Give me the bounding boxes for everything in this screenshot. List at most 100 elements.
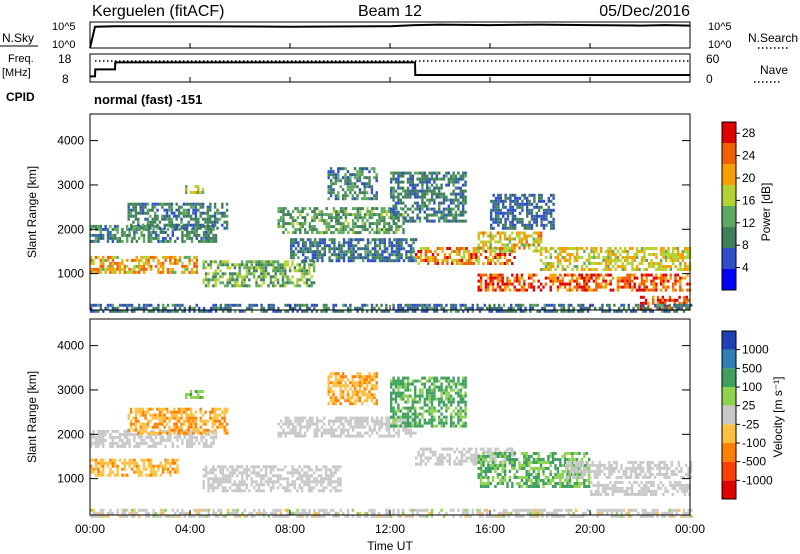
data-cell bbox=[214, 269, 217, 273]
data-cell bbox=[405, 250, 408, 254]
data-cell bbox=[240, 263, 244, 267]
data-cell bbox=[358, 170, 362, 174]
data-cell bbox=[294, 303, 297, 307]
data-cell bbox=[154, 233, 158, 237]
data-cell bbox=[248, 284, 251, 288]
data-cell bbox=[503, 246, 507, 250]
data-cell bbox=[201, 413, 205, 417]
data-cell bbox=[306, 425, 309, 429]
data-cell bbox=[189, 422, 193, 426]
data-cell bbox=[123, 432, 126, 436]
data-cell bbox=[375, 231, 379, 235]
data-cell bbox=[245, 284, 249, 288]
data-cell bbox=[571, 273, 574, 277]
data-cell bbox=[137, 226, 140, 230]
data-cell bbox=[667, 256, 670, 259]
data-cell bbox=[362, 238, 365, 242]
data-cell bbox=[142, 264, 146, 268]
data-cell bbox=[234, 309, 237, 313]
data-cell bbox=[668, 303, 671, 307]
data-cell bbox=[552, 220, 555, 224]
data-cell bbox=[681, 256, 684, 259]
data-cell bbox=[402, 222, 405, 226]
data-cell bbox=[296, 207, 300, 211]
data-cell bbox=[621, 250, 624, 253]
data-cell bbox=[683, 276, 687, 280]
data-cell bbox=[383, 225, 386, 229]
data-cell bbox=[145, 255, 148, 259]
data-cell bbox=[187, 413, 190, 417]
data-cell bbox=[109, 270, 112, 274]
data-cell bbox=[102, 432, 105, 436]
data-cell bbox=[231, 263, 234, 267]
data-cell bbox=[520, 288, 524, 292]
data-cell bbox=[609, 279, 612, 283]
data-cell bbox=[180, 416, 183, 420]
data-cell bbox=[489, 276, 492, 280]
data-cell bbox=[368, 381, 371, 385]
data-cell bbox=[287, 425, 290, 429]
data-cell bbox=[320, 425, 324, 429]
data-cell bbox=[582, 303, 585, 307]
data-cell bbox=[216, 483, 220, 487]
data-cell bbox=[225, 410, 229, 414]
data-cell bbox=[233, 278, 237, 282]
data-cell bbox=[145, 258, 148, 262]
data-cell bbox=[302, 244, 305, 248]
data-cell bbox=[512, 306, 515, 310]
data-cell bbox=[145, 227, 148, 231]
data-cell bbox=[264, 471, 268, 475]
data-cell bbox=[440, 183, 443, 187]
data-cell bbox=[157, 258, 160, 262]
data-cell bbox=[655, 273, 658, 277]
data-cell bbox=[463, 247, 466, 250]
data-cell bbox=[221, 416, 224, 420]
data-cell bbox=[252, 260, 256, 264]
data-cell bbox=[337, 173, 340, 177]
data-cell bbox=[426, 180, 429, 184]
data-cell bbox=[207, 278, 210, 282]
data-cell bbox=[250, 260, 253, 264]
data-cell bbox=[399, 409, 402, 413]
data-cell bbox=[176, 236, 179, 240]
data-cell bbox=[358, 176, 362, 180]
data-cell bbox=[566, 273, 569, 277]
data-cell bbox=[301, 225, 304, 229]
data-cell bbox=[277, 207, 280, 211]
data-cell bbox=[427, 256, 430, 259]
data-cell bbox=[104, 270, 107, 274]
data-cell bbox=[135, 432, 138, 436]
data-cell bbox=[162, 467, 165, 471]
data-cell bbox=[373, 372, 376, 376]
data-cell bbox=[329, 194, 333, 198]
data-cell bbox=[412, 250, 415, 254]
data-cell bbox=[163, 413, 166, 417]
data-cell bbox=[656, 298, 660, 302]
data-cell bbox=[599, 282, 603, 286]
data-cell bbox=[404, 382, 407, 386]
data-cell bbox=[433, 210, 436, 214]
data-cell bbox=[340, 253, 343, 257]
data-cell bbox=[202, 441, 206, 445]
data-cell bbox=[337, 378, 340, 382]
data-cell bbox=[162, 261, 165, 265]
data-cell bbox=[424, 253, 427, 256]
data-cell bbox=[359, 425, 362, 429]
data-cell bbox=[428, 207, 431, 211]
data-cell bbox=[344, 182, 347, 186]
data-cell bbox=[597, 282, 600, 286]
data-cell bbox=[419, 259, 423, 262]
data-cell bbox=[499, 273, 502, 277]
data-cell bbox=[231, 275, 234, 279]
data-cell bbox=[147, 233, 150, 237]
data-cell bbox=[435, 309, 438, 313]
data-cell bbox=[287, 422, 290, 426]
data-cell bbox=[373, 207, 376, 211]
data-cell bbox=[221, 214, 224, 218]
data-cell bbox=[209, 477, 213, 481]
data-cell bbox=[245, 269, 249, 273]
data-cell bbox=[174, 435, 177, 439]
data-cell bbox=[99, 261, 102, 265]
data-cell bbox=[514, 208, 517, 212]
data-cell bbox=[455, 259, 459, 262]
